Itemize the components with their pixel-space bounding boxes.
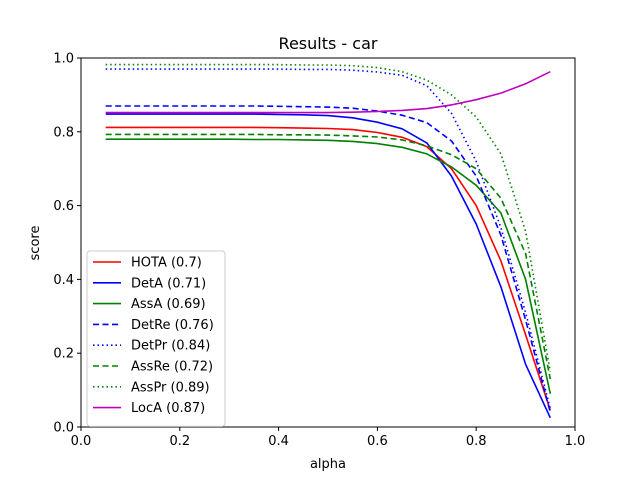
legend-box <box>86 250 226 427</box>
y-tick-label: 0.0 <box>53 421 74 436</box>
chart-title: Results - car <box>279 34 378 53</box>
x-tick-label: 0.0 <box>71 434 92 449</box>
legend-label-3: DetRe (0.76) <box>131 318 214 333</box>
series-lines <box>105 63 552 419</box>
legend-label-0: HOTA (0.7) <box>131 256 202 271</box>
y-tick-label: 0.2 <box>53 347 74 362</box>
y-tick-label: 0.6 <box>53 199 74 214</box>
y-tick-label: 1.0 <box>53 52 74 67</box>
y-tick-label: 0.8 <box>53 125 74 140</box>
series-line-3 <box>105 105 552 413</box>
x-tick-label: 0.8 <box>466 434 487 449</box>
y-tick-label: 0.4 <box>53 273 74 288</box>
series-line-0 <box>105 126 552 411</box>
legend-label-7: LocA (0.87) <box>131 401 205 416</box>
legend-label-4: DetPr (0.84) <box>131 339 210 354</box>
x-tick-label: 0.4 <box>268 434 289 449</box>
x-axis-label: alpha <box>310 457 346 472</box>
series-line-7 <box>105 70 551 114</box>
series-line-4 <box>105 68 552 409</box>
axes: 0.0 0.2 0.4 0.6 0.8 1.0 0.0 0.2 0.4 0.6 0.8 1.0 <box>53 52 585 450</box>
legend-label-6: AssPr (0.89) <box>131 380 210 395</box>
series-line-2 <box>105 138 552 394</box>
y-axis-label: score <box>28 226 43 261</box>
legend-label-2: AssA (0.69) <box>131 297 206 312</box>
legend-label-1: DetA (0.71) <box>131 276 206 291</box>
plot-area <box>105 63 552 419</box>
x-tick-label: 1.0 <box>565 434 586 449</box>
series-line-1 <box>105 113 552 419</box>
series-line-5 <box>105 133 552 380</box>
axes-frame <box>80 57 576 428</box>
x-tick-label: 0.6 <box>367 434 388 449</box>
legend-label-5: AssRe (0.72) <box>131 360 213 375</box>
legend: HOTA (0.7) DetA (0.71) AssA (0.69) DetRe (0… <box>86 250 226 427</box>
x-tick-label: 0.2 <box>169 434 190 449</box>
